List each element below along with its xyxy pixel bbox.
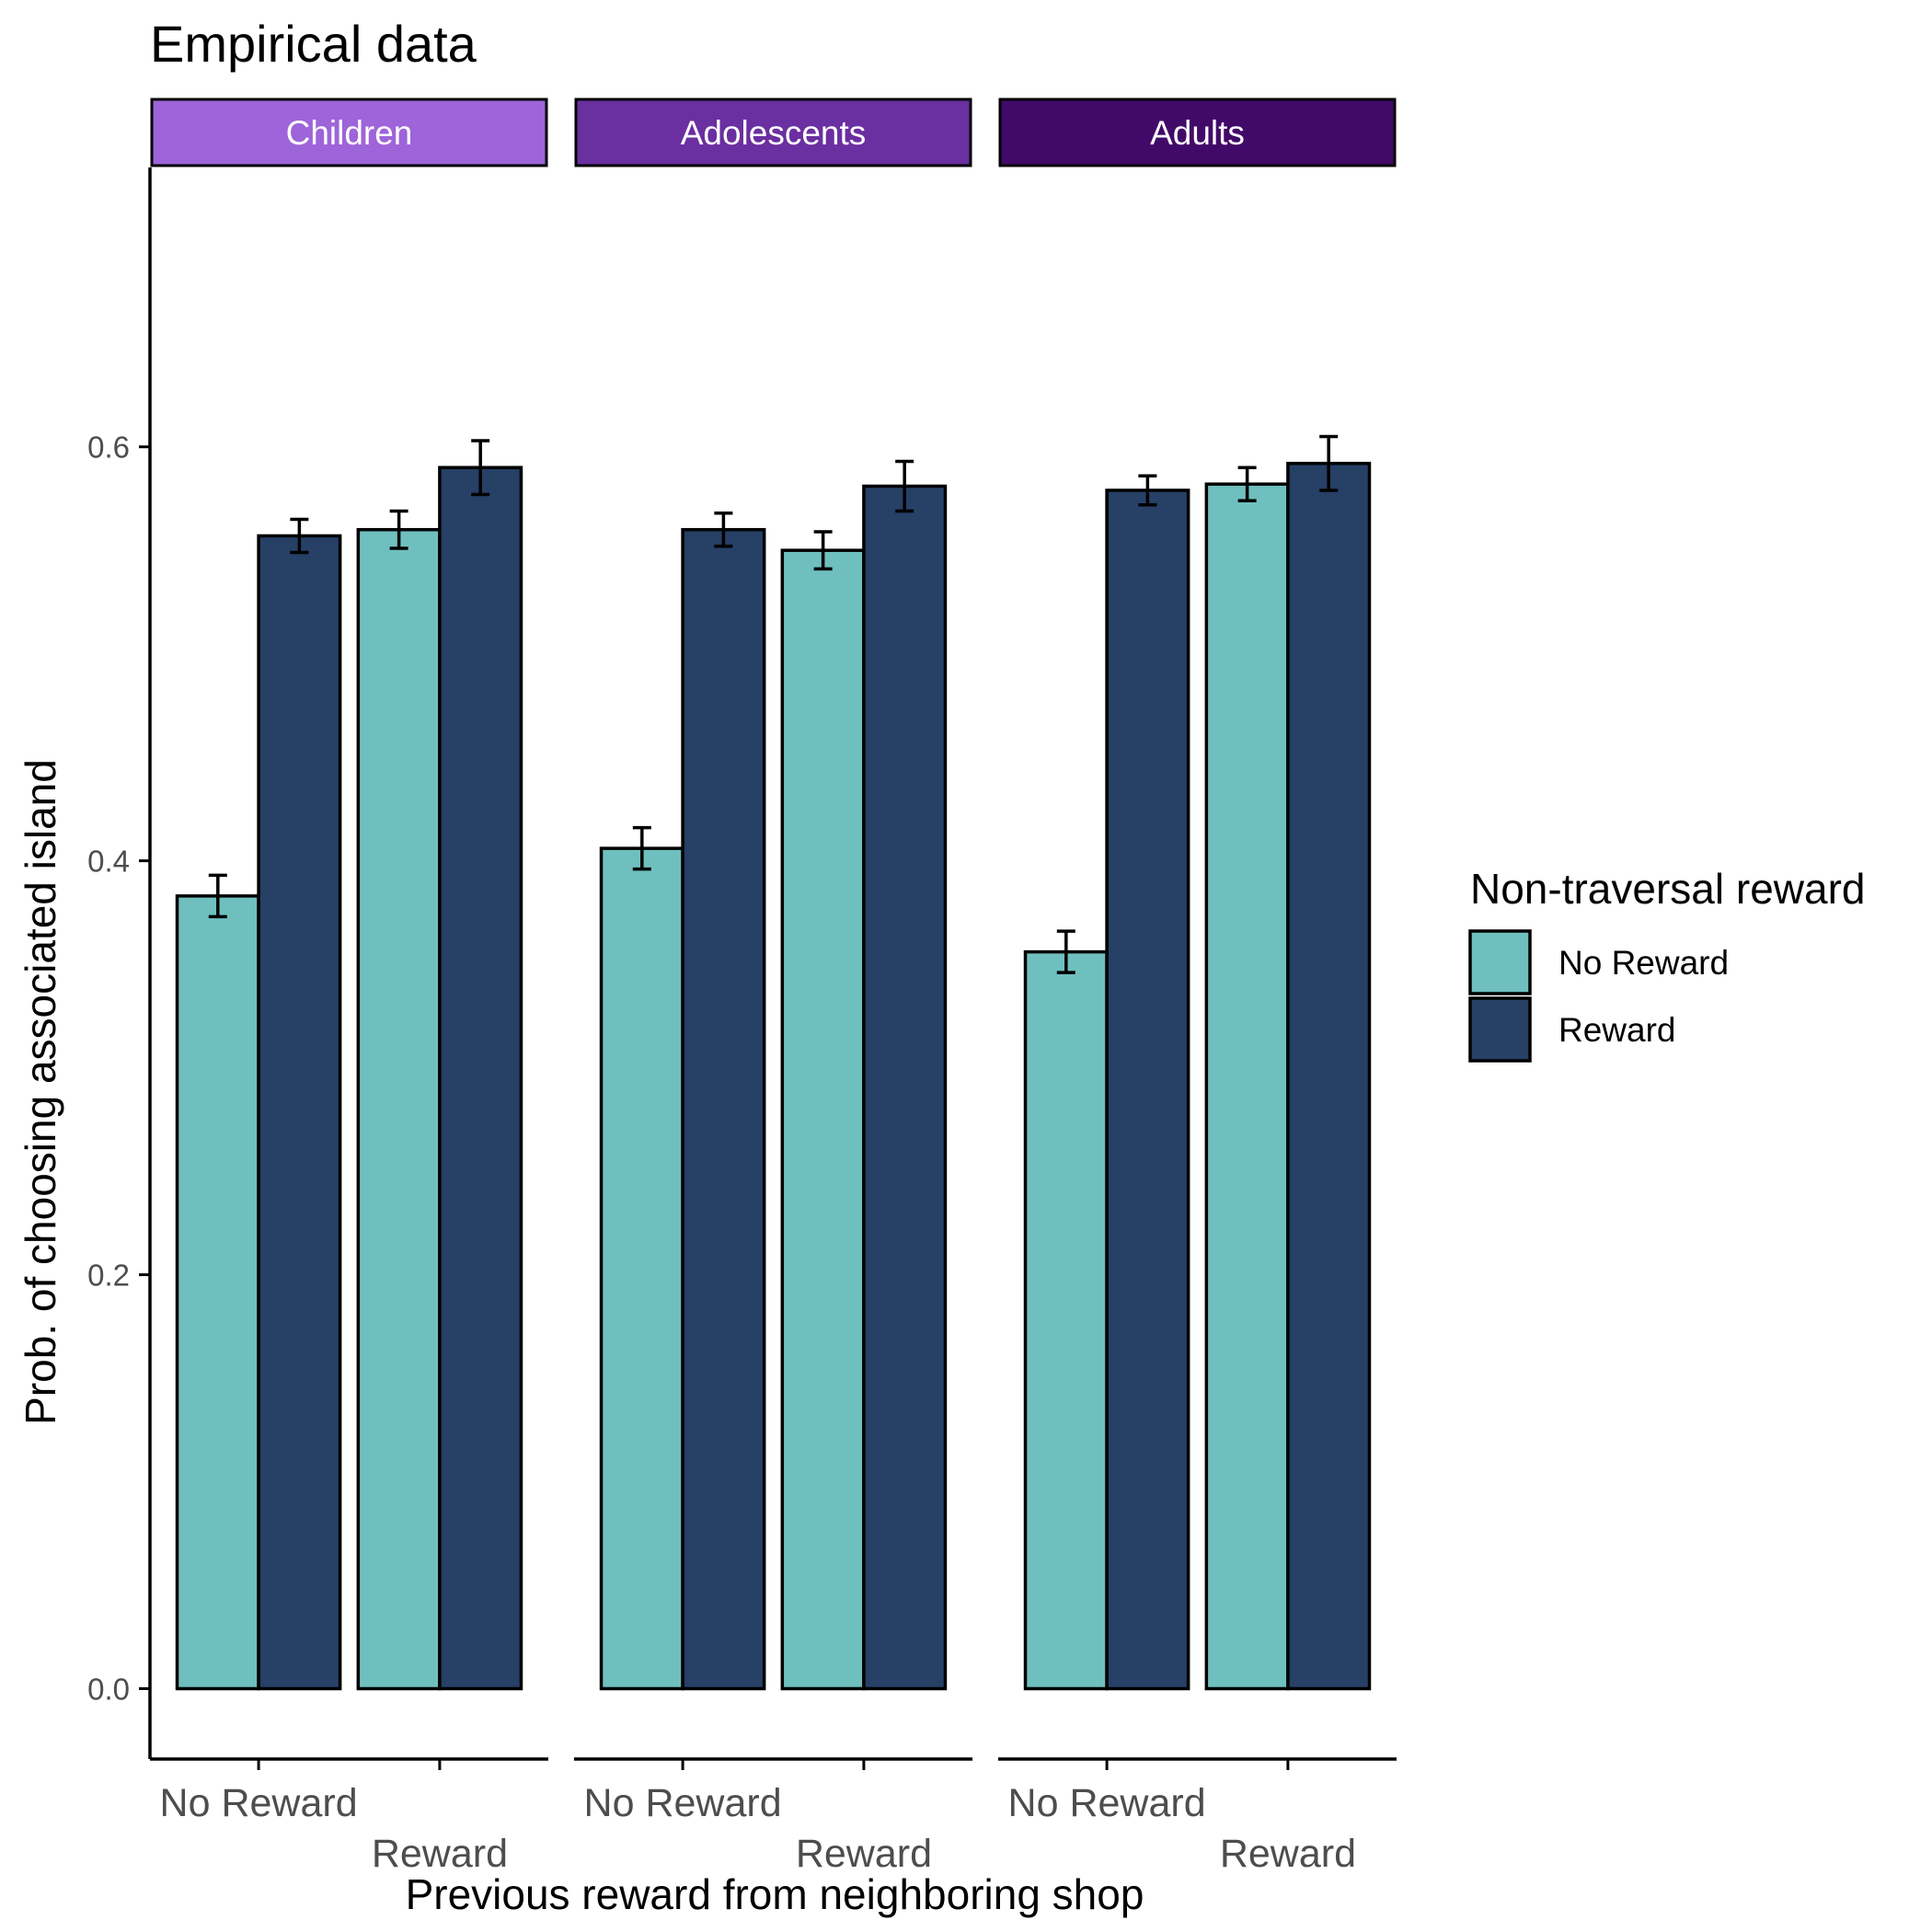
legend-label: No Reward — [1558, 944, 1729, 982]
error-bar — [714, 511, 733, 548]
facet-strip — [998, 98, 1397, 167]
y-tick-label: 0.2 — [87, 1259, 130, 1293]
bar-no-reward — [356, 527, 442, 1691]
error-bar — [895, 459, 914, 513]
bar-reward — [1105, 489, 1190, 1691]
error-bar — [1056, 929, 1075, 974]
bar-no-reward — [780, 548, 866, 1691]
facet-strip — [574, 98, 972, 167]
error-bar — [471, 439, 490, 497]
error-bar — [290, 517, 309, 555]
x-tick-label: No Reward — [584, 1781, 782, 1825]
bar-reward — [681, 527, 766, 1691]
facet-panel-adolescents: Adolescents No Reward Reward — [574, 98, 972, 1876]
legend-key-reward — [1468, 996, 1532, 1063]
facet-strip-label: Children — [286, 114, 413, 152]
error-bar — [1138, 474, 1157, 507]
error-bar — [813, 530, 833, 571]
facet-panel-children: Children No Reward Reward — [150, 98, 548, 1876]
legend-title: Non-traversal reward — [1470, 865, 1865, 913]
bar-reward — [862, 484, 948, 1691]
error-bar — [389, 509, 408, 550]
legend-key-no-reward — [1468, 929, 1532, 995]
bar-no-reward — [1023, 949, 1109, 1691]
facet-strip-label: Adolescents — [681, 114, 867, 152]
x-tick-label: Reward — [372, 1832, 508, 1876]
bar-no-reward — [599, 846, 684, 1691]
facet-panels: Children No Reward Reward Adolescents No Rew… — [150, 98, 1397, 1876]
y-tick-label: 0.4 — [87, 845, 130, 879]
error-bar — [1319, 434, 1339, 492]
x-tick-label: Reward — [1220, 1832, 1356, 1876]
bar-no-reward — [1204, 482, 1290, 1691]
error-bar — [208, 873, 227, 919]
bar-reward — [1286, 461, 1372, 1691]
x-tick-label: Reward — [796, 1832, 932, 1876]
chart-title: Empirical data — [150, 15, 477, 73]
x-tick-label: No Reward — [1008, 1781, 1206, 1825]
facet-panel-adults: Adults No Reward Reward — [998, 98, 1397, 1876]
y-tick-label: 0.0 — [87, 1673, 130, 1707]
x-axis-title: Previous reward from neighboring shop — [406, 1870, 1144, 1918]
bar-reward — [438, 466, 523, 1691]
y-axis: 0.0 0.2 0.4 0.6 — [87, 167, 152, 1759]
facet-strip-label: Adults — [1150, 114, 1245, 152]
bar-reward — [257, 534, 342, 1691]
x-tick-label: No Reward — [160, 1781, 358, 1825]
legend-label: Reward — [1558, 1011, 1676, 1049]
bar-no-reward — [175, 894, 260, 1691]
y-tick-label: 0.6 — [87, 431, 130, 465]
error-bar — [1237, 466, 1257, 502]
y-axis-title: Prob. of choosing associated island — [17, 759, 64, 1425]
error-bar — [632, 825, 651, 871]
facet-strip — [150, 98, 548, 167]
legend: Non-traversal reward No Reward Reward — [1468, 865, 1865, 1063]
